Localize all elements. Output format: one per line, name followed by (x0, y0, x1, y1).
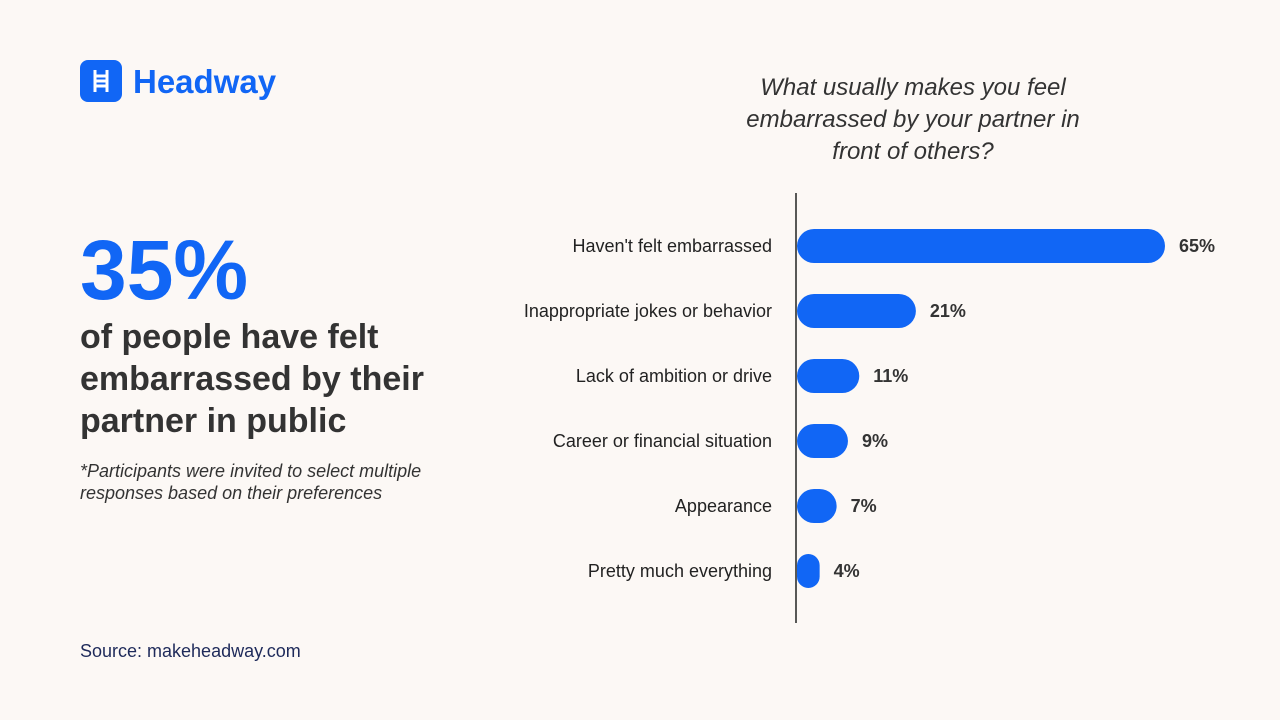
source: Source: makeheadway.com (80, 641, 301, 661)
category-label: Pretty much everything (587, 561, 772, 581)
category-label: Lack of ambition or drive (575, 366, 772, 386)
category-label: Haven't felt embarrassed (572, 236, 772, 256)
value-label: 7% (851, 496, 877, 516)
value-label: 21% (930, 301, 966, 321)
footnote: *Participants were invited to select mul… (80, 461, 422, 503)
value-label: 9% (862, 431, 888, 451)
value-label: 65% (1179, 236, 1215, 256)
category-label: Appearance (674, 496, 772, 516)
value-label: 4% (834, 561, 860, 581)
brand: Headway (133, 63, 277, 100)
category-label: Inappropriate jokes or behavior (523, 301, 772, 321)
bar (797, 489, 837, 523)
chart-title: What usually makes you feel embarrassed … (746, 74, 1080, 165)
bar (797, 359, 860, 393)
stat: 35% (80, 223, 249, 317)
bar (797, 554, 820, 588)
bar (797, 424, 848, 458)
bar (797, 229, 1165, 263)
value-label: 11% (873, 366, 908, 386)
category-label: Career or financial situation (552, 431, 772, 451)
bar (797, 294, 916, 328)
logo-icon (80, 60, 122, 102)
headline: of people have felt embarrassed by their… (80, 318, 424, 440)
